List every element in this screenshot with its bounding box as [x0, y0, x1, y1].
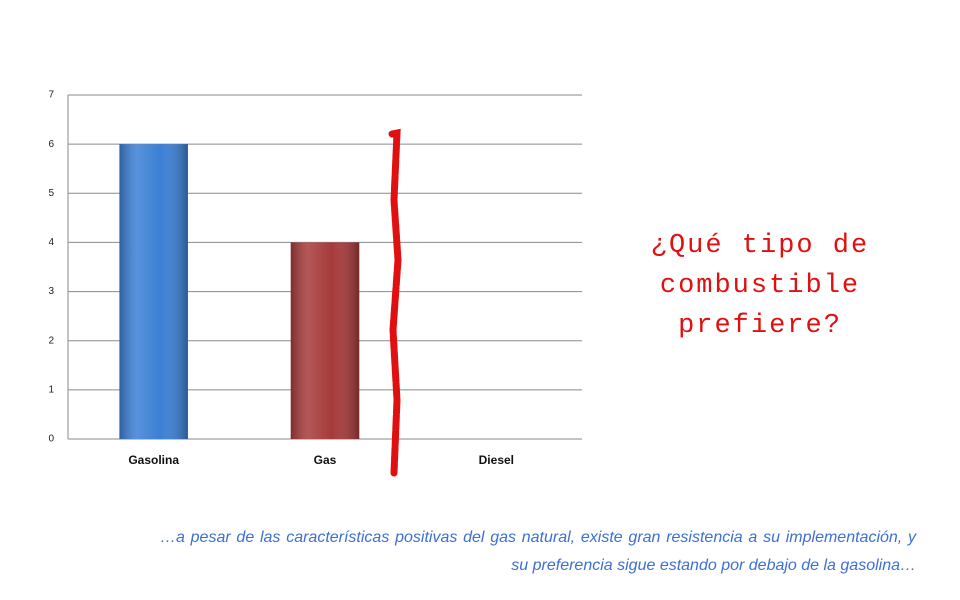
y-tick-label: 4: [48, 237, 54, 248]
bar-shade: [119, 144, 188, 439]
x-tick-label: Gas: [314, 453, 337, 467]
y-tick-label: 5: [48, 188, 54, 199]
x-tick-label: Diesel: [479, 453, 514, 467]
y-tick-label: 3: [48, 286, 54, 297]
red-strike-line: [388, 128, 402, 477]
caption: …a pesar de las características positiva…: [160, 529, 916, 574]
y-tick-label: 2: [48, 335, 54, 346]
y-tick-label: 0: [48, 434, 54, 445]
x-tick-label: Gasolina: [128, 453, 179, 467]
y-tick-label: 1: [48, 384, 54, 395]
bar-shade: [290, 242, 360, 439]
y-tick-label: 6: [48, 139, 54, 150]
annotation: ¿Qué tipo de combustible prefiere?: [650, 231, 870, 341]
y-tick-label: 7: [48, 90, 54, 101]
